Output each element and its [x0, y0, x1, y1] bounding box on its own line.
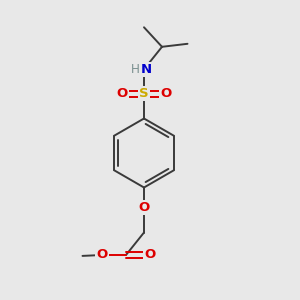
Text: O: O: [160, 87, 171, 101]
Text: O: O: [96, 248, 108, 262]
Text: O: O: [144, 248, 156, 262]
Text: H: H: [130, 63, 140, 76]
Text: O: O: [138, 201, 150, 214]
Text: O: O: [117, 87, 128, 101]
Text: N: N: [141, 63, 152, 76]
Text: S: S: [139, 87, 149, 101]
